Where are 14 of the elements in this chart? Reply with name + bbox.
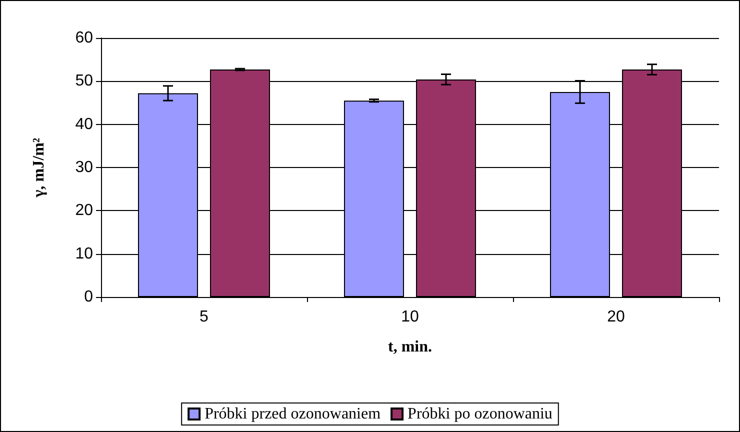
y-tick-label: 20 <box>75 202 94 220</box>
x-tick-label: 10 <box>401 308 419 326</box>
x-axis-title: t, min. <box>388 338 432 356</box>
y-tick-label: 0 <box>84 288 94 306</box>
y-tick-label: 40 <box>75 116 94 133</box>
legend-label: Próbki po ozonowaniu <box>408 406 552 422</box>
y-tick-label: 10 <box>75 245 94 262</box>
x-tick-label: 20 <box>607 308 625 326</box>
y-tick-label: 30 <box>75 159 94 176</box>
y-axis-title: γ, mJ/m² <box>30 138 48 198</box>
legend-label: Próbki przed ozonowaniem <box>204 406 382 422</box>
x-tick-label: 5 <box>200 308 209 326</box>
y-tick-label: 50 <box>75 72 94 90</box>
y-tick-label: 60 <box>75 30 94 46</box>
